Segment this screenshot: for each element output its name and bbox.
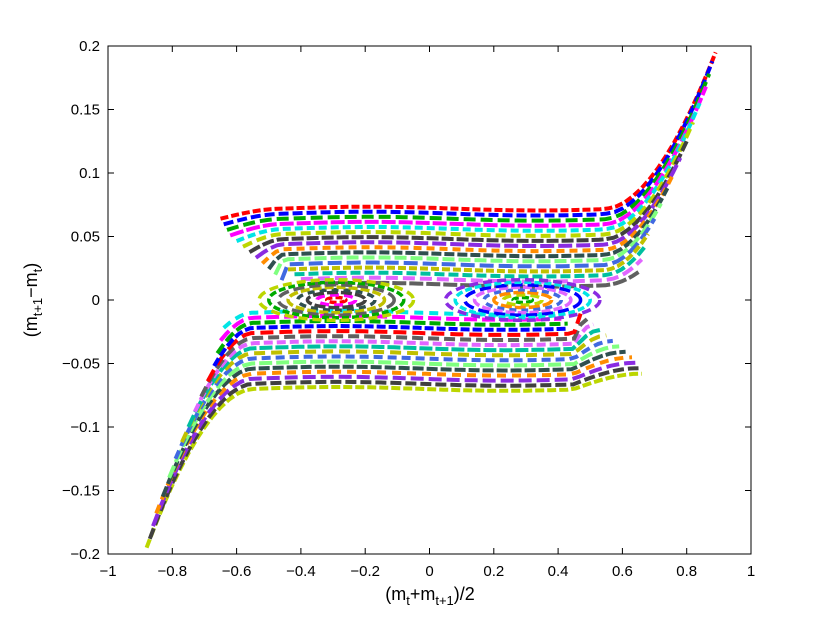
orbit (267, 280, 406, 320)
y-tick-label: −0.1 (70, 419, 100, 436)
y-tick-label: −0.05 (62, 356, 100, 373)
lower-trajectory (193, 322, 595, 413)
upper-trajectory (287, 232, 650, 274)
lower-trajectory (167, 344, 620, 479)
y-tick-label: 0.1 (79, 165, 100, 182)
x-tick-label: −0.8 (157, 563, 187, 580)
x-tick-label: −0.4 (286, 563, 316, 580)
upper-trajectory (254, 156, 683, 260)
y-tick-label: 0.05 (71, 229, 100, 246)
ticks-layer: −1 −0.8 −0.6 −0.4 −0.2 0 0.2 0.4 0.6 0.8 1 −0.2 −0.1… (62, 38, 755, 580)
orbit (511, 295, 535, 305)
x-tick-label: −1 (99, 563, 116, 580)
orbit (276, 283, 396, 317)
series-layer (144, 51, 718, 549)
upper-trajectory (248, 140, 689, 254)
orbit (482, 288, 564, 312)
lower-trajectory (215, 319, 568, 355)
upper-trajectory (267, 187, 670, 271)
orbit (257, 277, 416, 323)
lower-trajectory (151, 360, 636, 527)
orbit (305, 290, 367, 310)
upper-trajectory (294, 245, 647, 279)
lower-trajectory (212, 324, 569, 368)
y-tick-label: 0.2 (79, 38, 100, 55)
upper-trajectory (273, 202, 663, 276)
plot-area (108, 46, 751, 554)
orbit (443, 277, 602, 323)
orbit (315, 293, 358, 307)
upper-trajectory (242, 121, 695, 249)
y-tick-label: 0.15 (71, 102, 100, 119)
lower-trajectory (180, 333, 607, 444)
orbit (324, 295, 348, 305)
lower-trajectory (205, 312, 583, 383)
x-tick-label: 1 (747, 563, 755, 580)
lower-trajectory (173, 338, 614, 460)
x-tick-label: −0.6 (222, 563, 252, 580)
lower-trajectory (144, 371, 642, 549)
x-axis-label: (mt+mt+1)/2 (385, 584, 475, 608)
upper-trajectory (220, 51, 718, 221)
upper-trajectory (260, 172, 676, 265)
lower-trajectory (160, 349, 626, 498)
x-tick-label: 0.8 (676, 563, 697, 580)
y-axis-label: (mt+1−mt) (21, 263, 45, 338)
orbit (295, 288, 377, 312)
upper-trajectory (229, 85, 708, 238)
orbit (286, 285, 387, 315)
x-tick-label: −0.2 (350, 563, 380, 580)
lower-trajectory (222, 308, 555, 330)
orbit (463, 283, 583, 317)
orbit (472, 285, 573, 315)
orbit (453, 280, 592, 320)
orbit (492, 290, 554, 310)
lower-trajectory (186, 328, 601, 428)
upper-trajectory (279, 217, 657, 281)
lower-trajectory (147, 366, 639, 540)
orbit (501, 293, 544, 307)
y-tick-label: 0 (92, 292, 100, 309)
upper-trajectory (226, 73, 712, 232)
upper-trajectory (300, 257, 644, 284)
y-tick-label: −0.15 (62, 483, 100, 500)
x-tick-label: 0.6 (612, 563, 633, 580)
upper-trajectory (235, 102, 702, 243)
upper-trajectory (223, 60, 715, 227)
x-tick-label: 0.4 (548, 563, 569, 580)
x-tick-label: 0.2 (483, 563, 504, 580)
x-tick-label: 0 (425, 563, 433, 580)
y-tick-label: −0.2 (70, 546, 100, 563)
lower-trajectory (154, 355, 633, 515)
